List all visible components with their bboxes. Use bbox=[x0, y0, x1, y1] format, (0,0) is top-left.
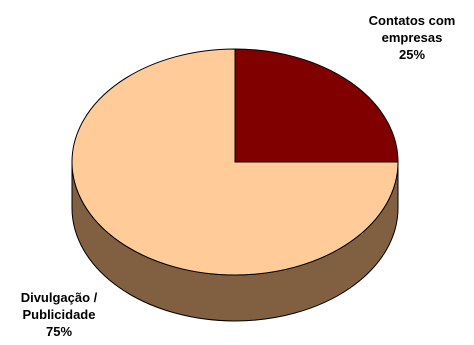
slice-label-line: Divulgação / bbox=[20, 290, 98, 305]
slice-label-line: empresas bbox=[381, 30, 443, 45]
pie-slice-0 bbox=[234, 48, 399, 163]
slice-label-contatos-com-empresas: Contatos com empresas 25% bbox=[350, 12, 474, 63]
slice-value-label: 25% bbox=[398, 47, 426, 62]
slice-value-label: 75% bbox=[45, 324, 73, 339]
pie-top-layer bbox=[71, 48, 399, 276]
slice-label-line: Publicidade bbox=[22, 307, 96, 322]
slice-label-divulgacao-publicidade: Divulgação / Publicidade 75% bbox=[0, 289, 118, 340]
pie-slice-1 bbox=[71, 48, 399, 276]
slice-label-line: Contatos com bbox=[368, 13, 456, 28]
